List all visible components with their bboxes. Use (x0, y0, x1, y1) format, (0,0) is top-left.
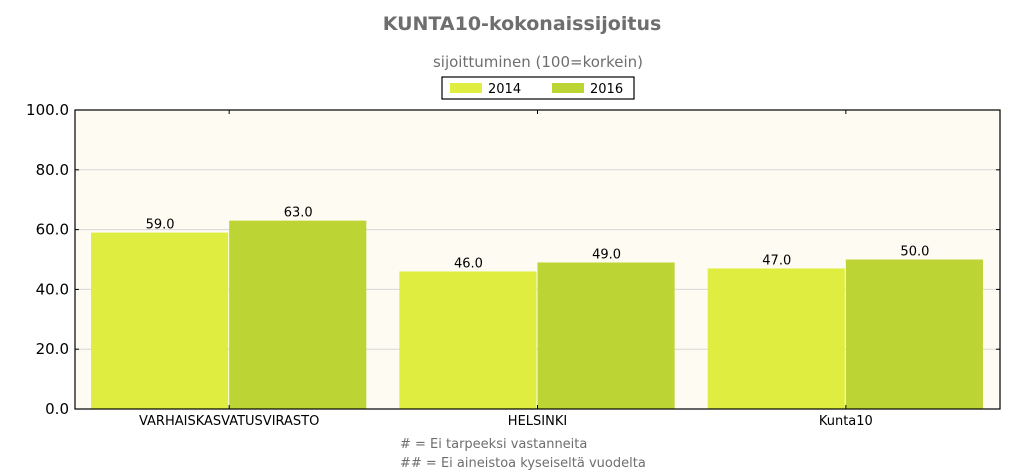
legend-frame (441, 76, 635, 100)
legend-swatch-2014 (450, 83, 482, 93)
y-tick-label: 20.0 (36, 340, 69, 358)
footnote-insufficient-responses: # = Ei tarpeeksi vastanneita (400, 437, 587, 452)
axis-ticks (75, 109, 1000, 410)
bar-value-label: 46.0 (454, 256, 483, 271)
bar-2014 (707, 268, 845, 409)
footnote-no-data: ## = Ei aineistoa kyseiseltä vuodelta (400, 456, 646, 471)
y-tick-label: 40.0 (36, 280, 69, 298)
y-tick-label: 100.0 (26, 101, 69, 119)
x-category-label: HELSINKI (508, 414, 567, 429)
bar-value-label: 50.0 (900, 245, 929, 260)
bar-value-label: 59.0 (146, 218, 175, 233)
footnotes: # = Ei tarpeeksi vastanneita ## = Ei ain… (400, 437, 646, 471)
bar-value-label: 47.0 (762, 253, 791, 268)
chart-title: KUNTA10-kokonaissijoitus (383, 13, 662, 35)
x-axis-category-labels: VARHAISKASVATUSVIRASTO HELSINKI Kunta10 (139, 414, 873, 429)
chart-legend: 2014 2016 (441, 76, 635, 100)
bar-2016 (229, 220, 367, 409)
bars (91, 220, 983, 409)
bar-value-label: 63.0 (284, 206, 313, 221)
y-tick-label: 0.0 (45, 400, 69, 418)
data-labels: 59.0 63.0 46.0 49.0 47.0 50.0 (146, 206, 930, 272)
chart-subtitle: sijoittuminen (100=korkein) (433, 53, 643, 71)
legend-swatch-2016 (552, 83, 584, 93)
y-axis-tick-labels: 0.0 20.0 40.0 60.0 80.0 100.0 (26, 101, 69, 418)
chart-header: KUNTA10-kokonaissijoitus sijoittuminen (… (383, 13, 662, 71)
bar-2016 (537, 262, 675, 409)
bar-2016 (845, 259, 983, 409)
legend-label-2016: 2016 (590, 82, 623, 97)
bar-value-label: 49.0 (592, 247, 621, 262)
y-tick-label: 80.0 (36, 161, 69, 179)
bar-2014 (91, 232, 229, 409)
x-category-label: Kunta10 (819, 414, 873, 429)
legend-label-2014: 2014 (488, 82, 521, 97)
y-tick-label: 60.0 (36, 221, 69, 239)
bar-2014 (399, 271, 537, 409)
x-category-label: VARHAISKASVATUSVIRASTO (139, 414, 319, 429)
